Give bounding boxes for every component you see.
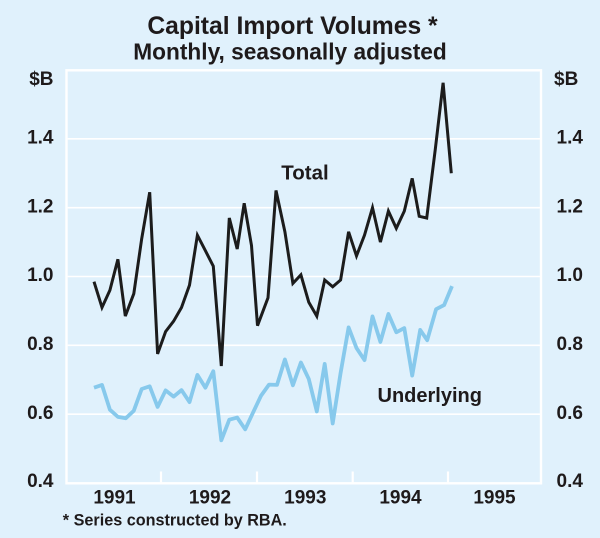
svg-text:$B: $B	[554, 69, 578, 90]
svg-text:1.0: 1.0	[557, 265, 583, 286]
svg-text:Total: Total	[281, 162, 328, 185]
svg-text:1.0: 1.0	[27, 265, 53, 286]
svg-text:0.6: 0.6	[557, 403, 583, 424]
svg-text:Monthly, seasonally adjusted: Monthly, seasonally adjusted	[133, 38, 447, 64]
svg-text:1995: 1995	[473, 488, 516, 509]
svg-text:1991: 1991	[93, 488, 136, 509]
svg-text:0.6: 0.6	[27, 403, 53, 424]
svg-text:1993: 1993	[284, 488, 326, 509]
svg-text:Underlying: Underlying	[378, 385, 482, 407]
svg-text:0.4: 0.4	[27, 471, 54, 492]
svg-text:1992: 1992	[189, 488, 231, 509]
svg-text:* Series constructed by RBA.: * Series constructed by RBA.	[63, 511, 287, 529]
svg-text:0.4: 0.4	[557, 471, 584, 492]
svg-text:1.4: 1.4	[557, 128, 584, 149]
svg-text:1.4: 1.4	[27, 128, 54, 149]
svg-text:$B: $B	[29, 69, 53, 90]
svg-text:0.8: 0.8	[557, 334, 583, 355]
svg-text:1.2: 1.2	[27, 196, 53, 217]
svg-text:1994: 1994	[379, 488, 422, 509]
svg-text:Capital Import Volumes *: Capital Import Volumes *	[147, 13, 438, 40]
svg-text:1.2: 1.2	[557, 196, 583, 217]
svg-text:0.8: 0.8	[27, 334, 53, 355]
